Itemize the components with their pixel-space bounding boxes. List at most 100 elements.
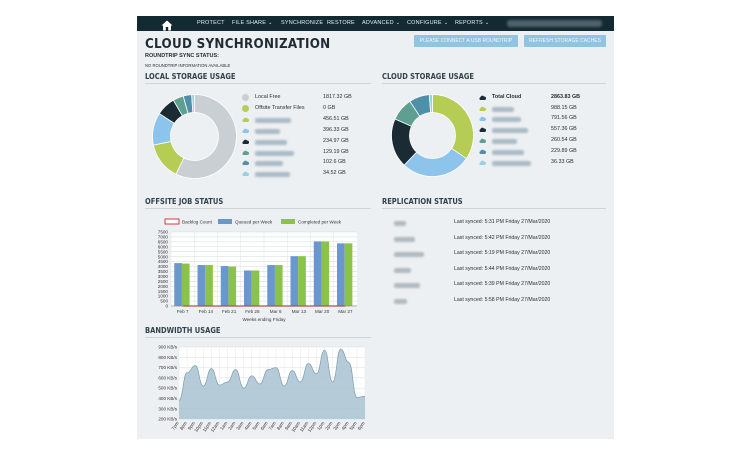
- nav-item-file-share[interactable]: FILE SHARE ⌄: [232, 16, 272, 31]
- cloud-icon: [479, 137, 487, 144]
- nav-item-label: ADVANCED: [362, 20, 394, 26]
- y-tick-label: 3500: [158, 269, 169, 274]
- redacted-name: [255, 172, 290, 178]
- donut-slice: [175, 94, 237, 179]
- x-tick-label: 6am: [260, 421, 269, 431]
- redacted-name: [492, 139, 517, 145]
- x-tick-label: 1pm: [316, 421, 325, 431]
- nav-item-label: SYNCHRONIZE: [281, 20, 324, 26]
- user-account-menu[interactable]: [507, 20, 602, 27]
- bandwidth-heading: BANDWIDTH USAGE: [145, 326, 221, 335]
- last-synced-text: Last synced: 5:58 PM Friday 27/Mar/2020: [454, 296, 551, 303]
- legend-value: 102.6 GB: [323, 159, 346, 166]
- legend-row: 396.33 GB: [242, 126, 372, 136]
- y-tick-label: 900 KB/s: [158, 345, 177, 350]
- redacted-name: [492, 106, 514, 112]
- legend-value: 229.89 GB: [551, 148, 577, 155]
- last-synced-text: Last synced: 5:39 PM Friday 27/Mar/2020: [454, 281, 551, 287]
- cloud-storage-donut-chart: [391, 94, 474, 177]
- cloud-icon: [242, 116, 250, 123]
- bar-queued: [267, 265, 275, 306]
- nav-item-reports[interactable]: REPORTS ⌄: [455, 16, 489, 31]
- y-tick-label: 500 KB/s: [158, 386, 177, 391]
- x-tick-label: 2pm: [324, 421, 333, 431]
- y-tick-label: 600 KB/s: [158, 375, 177, 380]
- home-icon[interactable]: [161, 18, 173, 31]
- legend-value: 1817.32 GB: [323, 94, 352, 100]
- y-tick-label: 6000: [158, 244, 169, 249]
- last-synced-text: Last synced: 5:31 PM Friday 27/Mar/2020: [454, 219, 551, 225]
- chevron-down-icon: ⌄: [443, 20, 449, 26]
- redacted-name: [255, 128, 280, 134]
- refresh-storage-caches-button[interactable]: REFRESH STORAGE CACHES: [524, 35, 606, 47]
- chevron-down-icon: ⌄: [268, 20, 273, 26]
- divider: [145, 208, 371, 209]
- bar-completed: [298, 256, 306, 306]
- x-tick-label: 12am: [210, 421, 221, 433]
- y-tick-label: 4000: [158, 264, 169, 269]
- connect-usb-roundtrip-button[interactable]: PLEASE CONNECT A USB ROUNDTRIP: [414, 35, 518, 47]
- nav-item-label: RESTORE: [327, 20, 355, 26]
- x-tick-label: 4pm: [340, 421, 349, 431]
- legend-value: 2863.83 GB: [551, 94, 581, 100]
- y-tick-label: 7500: [158, 230, 169, 235]
- x-tick-label: 1am: [219, 421, 228, 431]
- donut-slice: [432, 94, 474, 160]
- redacted-name: [492, 150, 524, 156]
- roundtrip-info: NO ROUNDTRIP INFORMATION AVAILABLE: [145, 63, 231, 68]
- legend-value: 396.33 GB: [323, 126, 349, 133]
- cloud-icon: [479, 159, 487, 166]
- nav-item-restore[interactable]: RESTORE: [327, 16, 355, 31]
- redacted-name: [394, 283, 420, 288]
- y-tick-label: 700 KB/s: [158, 365, 177, 370]
- y-tick-label: 400 KB/s: [158, 396, 177, 401]
- nav-item-advanced[interactable]: ADVANCED ⌄: [362, 16, 400, 31]
- nav-item-configure[interactable]: CONFIGURE ⌄: [407, 16, 448, 31]
- cloud-icon: [479, 148, 487, 155]
- replication-row: Last synced: 5:31 PM Friday 27/Mar/2020: [394, 219, 604, 229]
- legend-swatch: [281, 219, 295, 224]
- redacted-name: [394, 236, 415, 242]
- legend-value: 791.56 GB: [551, 115, 577, 122]
- legend-swatch: [164, 218, 180, 225]
- cloud-storage-heading: CLOUD STORAGE USAGE: [382, 72, 475, 81]
- legend-label: Queued per Week: [235, 220, 273, 225]
- offsite-job-bar-chart: Backlog Count Queued per Week Completed pe…: [158, 218, 357, 322]
- bar-queued: [244, 270, 252, 306]
- nav-item-label: FILE SHARE: [232, 20, 267, 26]
- y-tick-label: 3000: [158, 274, 169, 279]
- x-tick-label: 6pm: [357, 421, 366, 431]
- x-tick-label: 3pm: [332, 421, 341, 431]
- legend-value: 234.97 GB: [323, 137, 349, 144]
- cloud-icon: [242, 170, 250, 177]
- x-tick-label: 11am: [299, 421, 310, 433]
- x-tick-label: Mar 6: [270, 309, 282, 314]
- replication-row: Last synced: 5:19 PM Friday 27/Mar/2020: [394, 250, 604, 260]
- last-synced-text: Last synced: 5:42 PM Friday 27/Mar/2020: [454, 234, 551, 241]
- bar-queued: [313, 241, 322, 306]
- legend-row: 234.97 GB: [242, 137, 372, 147]
- legend-value: 0 GB: [323, 104, 336, 111]
- bar-queued: [220, 266, 229, 306]
- legend-value: 557.36 GB: [551, 126, 577, 133]
- cloud-icon: [479, 115, 487, 122]
- bar-completed: [344, 243, 353, 306]
- redacted-name: [394, 267, 411, 273]
- replication-row: Last synced: 5:42 PM Friday 27/Mar/2020: [394, 235, 604, 245]
- redacted-name: [394, 298, 407, 304]
- legend-label: Local Free: [255, 94, 281, 100]
- redacted-name: [255, 117, 291, 123]
- x-tick-label: 12pm: [307, 421, 318, 433]
- cloud-icon: [242, 127, 250, 134]
- x-tick-label: 8pm: [179, 421, 188, 431]
- nav-item-protect[interactable]: PROTECT: [197, 16, 225, 31]
- cloud-icon: [242, 159, 250, 166]
- last-synced-text: Last synced: 5:19 PM Friday 27/Mar/2020: [454, 250, 551, 256]
- x-tick-label: 4am: [243, 421, 252, 431]
- replication-row: Last synced: 5:58 PM Friday 27/Mar/2020: [394, 297, 604, 307]
- legend-value: 36.33 GB: [551, 159, 574, 165]
- nav-item-synchronize[interactable]: SYNCHRONIZE: [281, 16, 323, 31]
- redacted-name: [255, 161, 283, 167]
- y-tick-label: 1500: [158, 289, 169, 294]
- top-navigation: PROTECT FILE SHARE ⌄ SYNCHRONIZE RESTORE ADVA…: [137, 16, 614, 31]
